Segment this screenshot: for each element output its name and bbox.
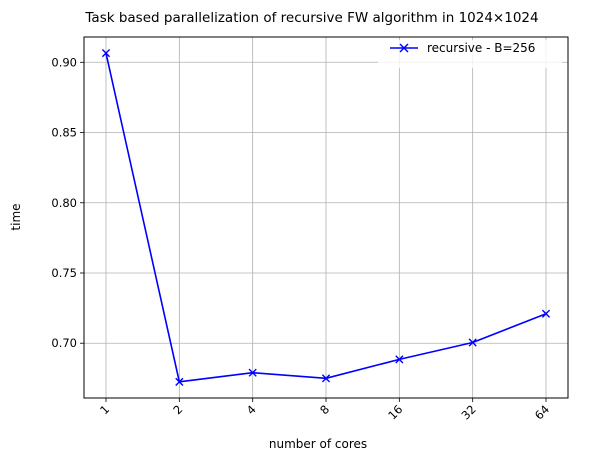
legend-box <box>378 40 562 68</box>
x-tick-label: 8 <box>317 402 332 417</box>
legend: recursive - B=256 <box>378 40 562 68</box>
y-tick-label: 0.85 <box>51 126 77 140</box>
y-tick-label: 0.70 <box>51 336 77 350</box>
series-layer <box>101 49 551 386</box>
data-point-marker <box>541 309 551 318</box>
data-point-marker <box>175 377 184 386</box>
data-point-marker <box>321 374 331 383</box>
x-tick-label: 16 <box>385 402 405 422</box>
chart-title: Task based parallelization of recursive … <box>84 10 538 26</box>
legend-marker <box>399 43 409 53</box>
data-point-marker <box>101 49 111 58</box>
x-tick-label: 64 <box>532 402 552 422</box>
y-tick-label: 0.90 <box>51 55 77 69</box>
data-point-marker <box>395 355 404 364</box>
data-point-marker <box>468 338 477 347</box>
legend-label: recursive - B=256 <box>427 41 535 55</box>
data-point-marker <box>248 368 257 377</box>
x-tick-label: 4 <box>244 402 259 417</box>
y-axis-label: time <box>9 203 23 230</box>
x-tick-label: 2 <box>170 402 185 417</box>
grid <box>84 37 568 398</box>
y-tick-label: 0.80 <box>51 196 77 210</box>
x-tick-label: 32 <box>459 402 479 422</box>
x-axis-label: number of cores <box>269 437 367 451</box>
y-tick-label: 0.75 <box>51 266 77 280</box>
axis-ticks: 1 2 4 8 16 32 64 0.70 0.75 0.80 0.85 0.90 <box>51 55 552 422</box>
x-tick-label: 1 <box>97 402 112 417</box>
